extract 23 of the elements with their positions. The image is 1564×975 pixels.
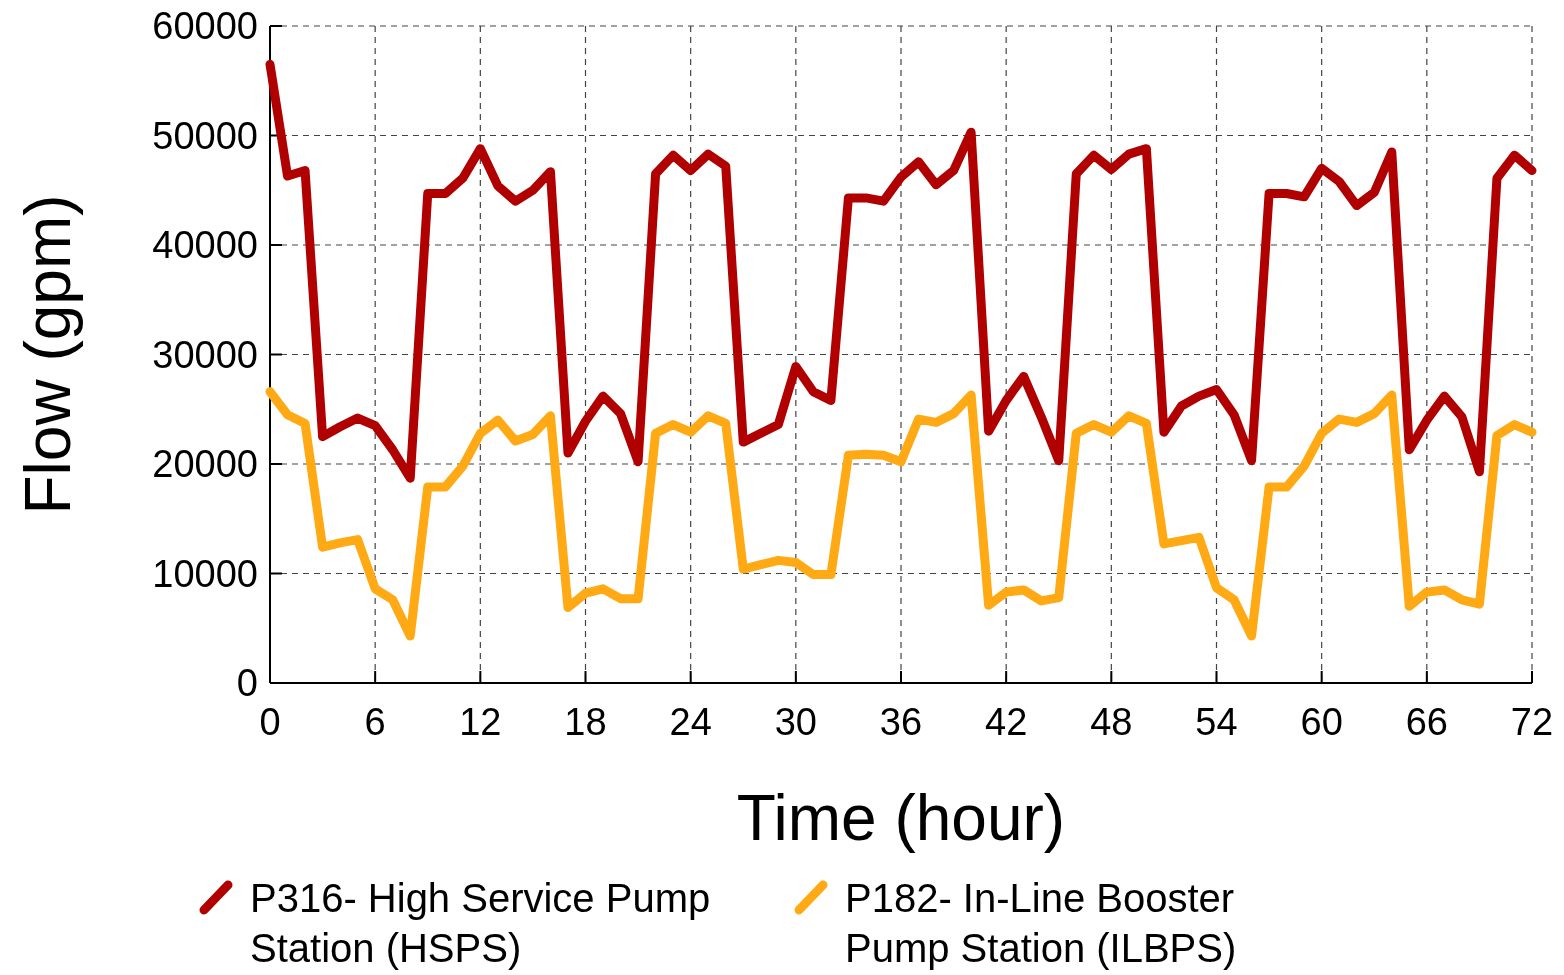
x-tick-label: 72 bbox=[1510, 701, 1554, 743]
y-tick-label: 50000 bbox=[152, 114, 258, 157]
y-tick-label: 30000 bbox=[152, 333, 258, 376]
x-tick-label: 48 bbox=[1090, 701, 1133, 743]
x-axis-title: Time (hour) bbox=[736, 782, 1066, 854]
y-tick-label: 0 bbox=[236, 662, 258, 705]
y-tick-label: 20000 bbox=[152, 443, 258, 486]
x-tick-label: 24 bbox=[669, 701, 712, 743]
x-tick-label: 42 bbox=[985, 701, 1028, 743]
legend-label: P182- In-Line Booster Pump Station (ILBPS) bbox=[845, 876, 1237, 970]
y-tick-label: 10000 bbox=[152, 552, 258, 595]
x-tick-label: 18 bbox=[564, 701, 607, 743]
x-tick-label: 12 bbox=[459, 701, 502, 743]
y-tick-label: 60000 bbox=[152, 5, 258, 48]
x-tick-label: 54 bbox=[1195, 701, 1238, 743]
legend-label: P316- High Service Pump Station (HSPS) bbox=[250, 876, 711, 970]
y-tick-label: 40000 bbox=[152, 224, 258, 267]
x-tick-label: 60 bbox=[1300, 701, 1343, 743]
y-axis-title: Flow (gpm) bbox=[12, 194, 84, 515]
x-tick-label: 36 bbox=[879, 701, 923, 743]
x-tick-label: 6 bbox=[364, 701, 386, 743]
x-tick-label: 66 bbox=[1405, 701, 1448, 743]
x-tick-label: 30 bbox=[774, 701, 817, 743]
